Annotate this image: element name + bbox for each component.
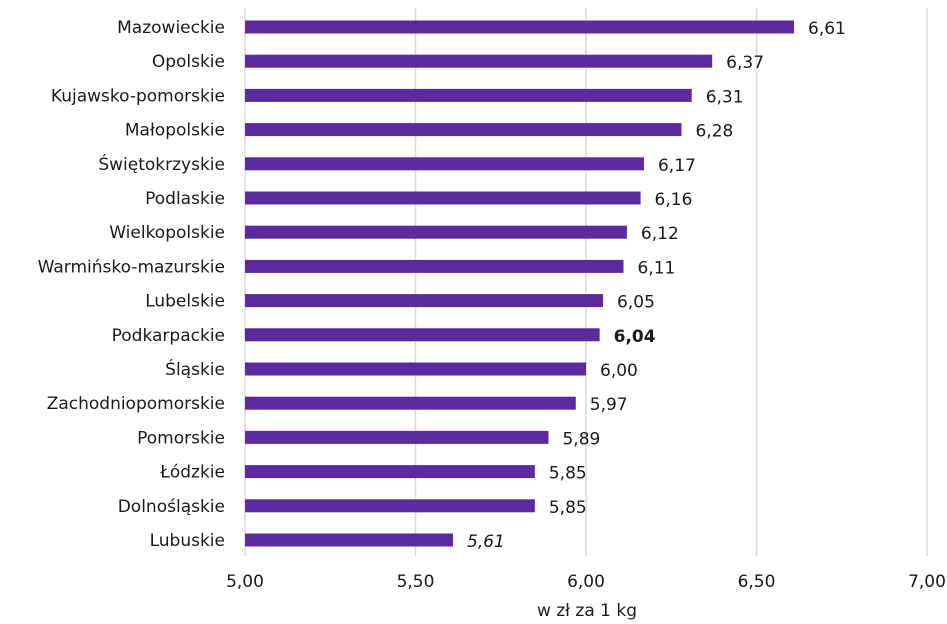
category-label: Świętokrzyskie xyxy=(98,153,225,175)
value-label: 5,85 xyxy=(549,498,587,518)
value-label: 6,00 xyxy=(600,361,638,381)
x-tick-label: 5,50 xyxy=(397,572,435,592)
value-label: 6,04 xyxy=(614,327,656,347)
category-label: Łódzkie xyxy=(159,463,225,483)
x-tick-labels: 5,00 5,50 6,00 6,50 7,00 xyxy=(226,572,946,592)
bar xyxy=(245,88,692,102)
category-label: Podkarpackie xyxy=(112,326,225,346)
value-label: 6,31 xyxy=(706,87,744,107)
bar xyxy=(245,259,624,273)
bar xyxy=(245,54,713,68)
value-label: 6,05 xyxy=(617,293,655,313)
bar xyxy=(245,499,535,513)
category-label: Opolskie xyxy=(152,52,225,72)
category-label: Kujawsko-pomorskie xyxy=(51,86,225,106)
x-tick-label: 5,00 xyxy=(226,572,264,592)
category-label: Małopolskie xyxy=(125,121,225,141)
value-label: 6,61 xyxy=(808,19,846,39)
category-label: Zachodniopomorskie xyxy=(47,394,225,414)
value-label: 6,28 xyxy=(695,122,733,142)
value-label: 6,12 xyxy=(641,224,679,244)
bar xyxy=(245,465,535,479)
bar xyxy=(245,20,795,34)
category-labels: Mazowieckie Opolskie Kujawsko-pomorskie Mał… xyxy=(38,18,225,551)
bars xyxy=(245,20,795,547)
x-tick-label: 7,00 xyxy=(908,572,946,592)
category-label: Wielkopolskie xyxy=(109,223,225,243)
value-label: 5,97 xyxy=(590,395,628,415)
bar xyxy=(245,294,604,308)
value-label: 6,16 xyxy=(655,190,693,210)
bar xyxy=(245,328,600,342)
value-label: 5,61 xyxy=(467,532,505,552)
category-label: Warmińsko-mazurskie xyxy=(38,257,225,277)
value-label: 6,17 xyxy=(658,156,696,176)
category-label: Lubelskie xyxy=(145,292,225,312)
category-label: Dolnośląskie xyxy=(118,497,225,517)
x-tick-label: 6,50 xyxy=(738,572,776,592)
value-label: 6,37 xyxy=(726,53,764,73)
bar xyxy=(245,225,627,239)
value-label: 5,85 xyxy=(549,464,587,484)
bar xyxy=(245,430,549,444)
value-labels: 6,61 6,37 6,31 6,28 6,17 6,16 6,12 6,11 6,05 6,04… xyxy=(467,19,846,552)
bar xyxy=(245,191,641,205)
category-label: Mazowieckie xyxy=(117,18,225,38)
x-tick-label: 6,00 xyxy=(567,572,605,592)
bar xyxy=(245,123,682,137)
category-label: Podlaskie xyxy=(145,189,225,209)
x-axis-title: w zł za 1 kg xyxy=(537,601,637,621)
bar xyxy=(245,396,576,410)
bar xyxy=(245,533,454,547)
bar xyxy=(245,157,644,171)
value-label: 5,89 xyxy=(562,429,600,449)
bar xyxy=(245,362,586,376)
value-label: 6,11 xyxy=(638,258,676,278)
category-label: Śląskie xyxy=(165,358,225,380)
category-label: Pomorskie xyxy=(137,428,225,448)
category-label: Lubuskie xyxy=(150,531,225,551)
